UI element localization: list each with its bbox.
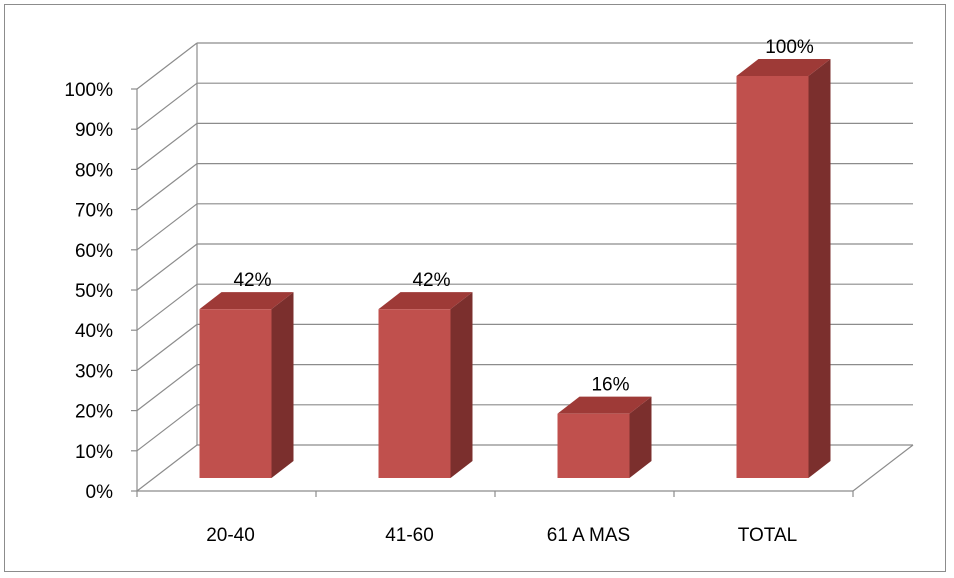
gridline-side [136,122,198,170]
category-label: 41-60 [385,525,434,546]
data-label: 16% [591,375,629,396]
bar [557,396,652,478]
bar-front [378,309,451,478]
gridline-side [136,163,198,211]
y-tick-label: 100% [64,80,113,101]
y-tick-label: 40% [75,321,113,342]
category-label: TOTAL [738,525,797,546]
bar-side [450,292,473,478]
gridline-side [136,364,198,412]
bar-side [808,59,831,478]
category-label: 20-40 [206,525,255,546]
bar-top [378,292,473,310]
gridline-side [136,42,198,90]
y-tick-label: 0% [86,482,114,503]
bar-top [557,396,652,414]
data-label: 100% [765,37,814,58]
data-label: 42% [233,270,271,291]
bar [199,292,294,478]
gridline-side [136,243,198,291]
gridline-side [136,444,198,492]
bar [378,292,473,478]
data-label: 42% [412,270,450,291]
gridline-side [136,404,198,452]
gridline-side [136,203,198,251]
bar-side [271,292,294,478]
gridline-side [136,323,198,371]
y-tick-label: 30% [75,361,113,382]
y-tick-label: 90% [75,120,113,141]
bar [736,59,831,478]
axes [131,43,914,497]
data-labels: 42% 42% 16% 100% [233,37,813,396]
y-tick-labels: 0% 10% 20% 30% 40% 50% 60% 70% 80% 90% 100% [64,80,113,503]
bar-front [736,76,809,478]
y-tick-label: 10% [75,442,113,463]
y-tick-label: 80% [75,160,113,181]
bar-side [629,396,652,478]
y-tick-label: 60% [75,241,113,262]
gridline-side [136,283,198,331]
category-label: 61 A MAS [547,525,630,546]
bars [199,59,831,478]
category-labels: 20-40 41-60 61 A MAS TOTAL [206,525,797,546]
gridline-side [136,82,198,130]
bar-front [199,309,272,478]
y-tick-label: 70% [75,201,113,222]
bar-top [199,292,294,310]
floor-right-edge [852,444,914,492]
y-tick-label: 50% [75,281,113,302]
bar-front [557,413,630,478]
y-tick-label: 20% [75,402,113,423]
bar-top [736,59,831,76]
